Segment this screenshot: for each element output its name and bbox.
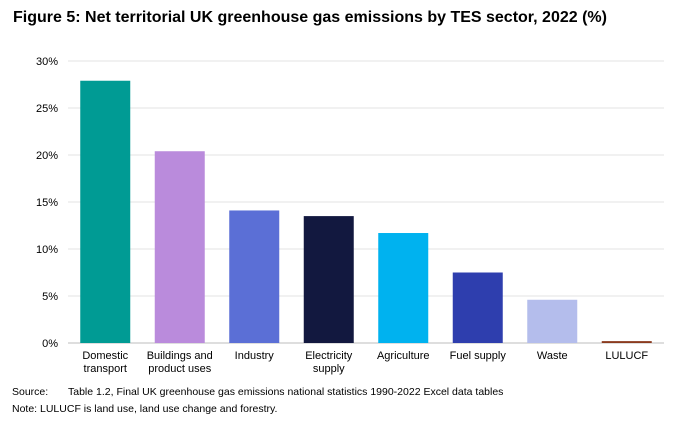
bar	[80, 80, 131, 344]
y-tick-label: 10%	[36, 244, 58, 256]
x-tick-label: LULUCF	[605, 350, 648, 362]
y-tick-label: 30%	[36, 56, 58, 68]
bar-chart: 0% 5% 10% 15% 20% 25% 30% Domestic transport Bui…	[36, 56, 664, 375]
x-tick-label: Buildings and product uses	[147, 350, 213, 375]
y-tick-label: 0%	[42, 338, 58, 350]
bar	[378, 233, 429, 343]
bar	[154, 151, 205, 343]
bar	[452, 272, 503, 343]
y-axis-labels: 0% 5% 10% 15% 20% 25% 30%	[36, 56, 58, 350]
source-label: Source:	[12, 386, 49, 398]
footnote: Note: LULUCF is land use, land use chang…	[12, 403, 278, 415]
y-tick-label: 25%	[36, 103, 58, 115]
x-tick-label: Industry	[235, 350, 275, 362]
y-tick-label: 5%	[42, 291, 58, 303]
source-note: Source: Table 1.2, Final UK greenhouse ga…	[12, 386, 503, 398]
y-tick-label: 20%	[36, 150, 58, 162]
x-tick-label: Waste	[537, 350, 568, 362]
x-tick-label: Fuel supply	[450, 350, 507, 362]
x-tick-label: Electricity supply	[305, 350, 353, 375]
y-tick-label: 15%	[36, 197, 58, 209]
bar	[303, 216, 354, 343]
bar	[229, 210, 280, 343]
x-tick-label: Domestic transport	[82, 350, 128, 375]
x-tick-label: Agriculture	[377, 350, 430, 362]
bars	[80, 80, 652, 344]
bar	[527, 299, 578, 343]
x-axis-labels: Domestic transport Buildings and product us…	[82, 350, 648, 375]
bar	[601, 341, 652, 343]
chart-title: Figure 5: Net territorial UK greenhouse …	[13, 9, 607, 26]
source-text: Table 1.2, Final UK greenhouse gas emiss…	[68, 386, 504, 398]
